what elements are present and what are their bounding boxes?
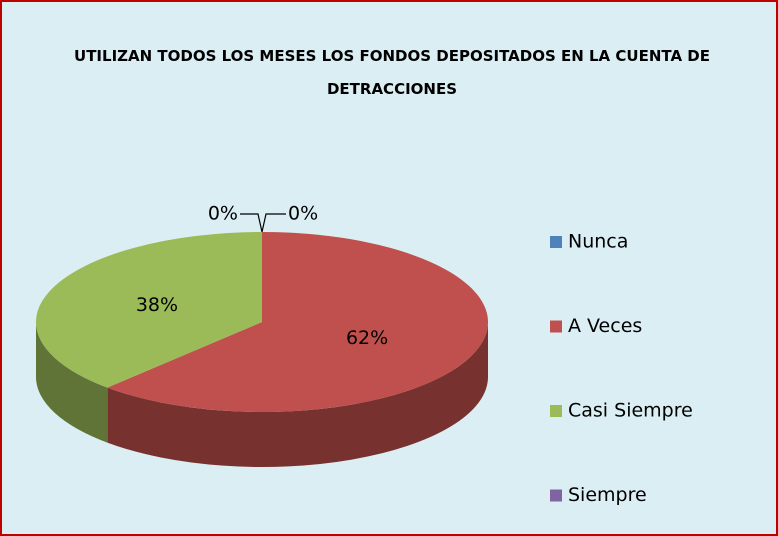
legend-swatch (550, 489, 562, 502)
data-label: 62% (346, 327, 388, 349)
pie-slice (35, 232, 262, 388)
legend-swatch (550, 320, 562, 333)
data-label: 0% (288, 203, 318, 225)
leader-line (240, 213, 263, 233)
legend-label: Siempre (568, 484, 647, 506)
legend-label: A Veces (568, 315, 642, 337)
pie-side (107, 322, 488, 468)
data-label: 0% (208, 203, 238, 225)
legend-swatch (550, 236, 562, 248)
legend-label: Casi Siempre (568, 400, 693, 422)
data-label: 38% (136, 294, 178, 316)
legend-label: Nunca (568, 231, 628, 253)
leader-line (261, 213, 286, 233)
pie-side (36, 322, 108, 443)
chart-title: UTILIZAN TODOS LOS MESES LOS FONDOS DEPO… (74, 47, 710, 98)
legend-swatch (550, 405, 562, 417)
pie-slice (107, 232, 488, 412)
